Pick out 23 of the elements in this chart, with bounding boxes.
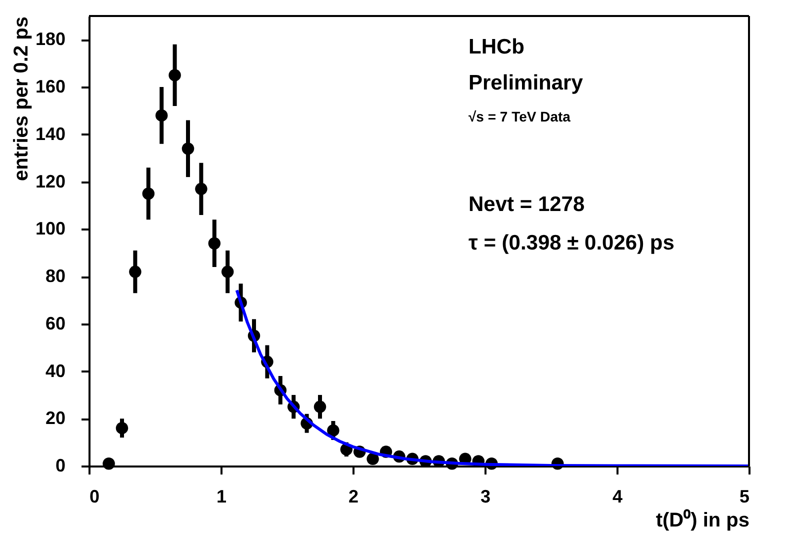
x-axis-title: t(D⁰) in ps: [656, 508, 750, 532]
x-tick-label: 2: [348, 486, 359, 506]
y-tick-label: 140: [35, 124, 66, 144]
y-tick-label: 80: [45, 266, 66, 286]
y-axis-title: entries per 0.2 ps: [10, 16, 32, 182]
y-tick-label: 0: [55, 456, 66, 476]
annotation: Preliminary: [468, 72, 584, 94]
x-tick-label: 3: [480, 486, 491, 506]
x-tick-label: 5: [739, 486, 750, 506]
x-tick-label: 4: [612, 486, 623, 506]
y-tick-label: 120: [35, 171, 66, 192]
y-tick-label: 20: [45, 408, 66, 428]
y-tick-label: 40: [45, 360, 66, 381]
y-tick-label: 60: [45, 313, 66, 334]
annotation: τ = (0.398 ± 0.026) ps: [468, 231, 674, 254]
annotation: LHCb: [468, 36, 524, 58]
y-tick-label: 100: [35, 218, 66, 239]
x-tick-label: 1: [216, 486, 227, 506]
x-tick-label: 0: [90, 486, 100, 506]
y-tick-label: 180: [35, 29, 66, 50]
y-tick-label: 160: [35, 76, 66, 97]
annotation: Nevt = 1278: [468, 193, 585, 216]
annotation: √s = 7 TeV Data: [468, 108, 571, 124]
